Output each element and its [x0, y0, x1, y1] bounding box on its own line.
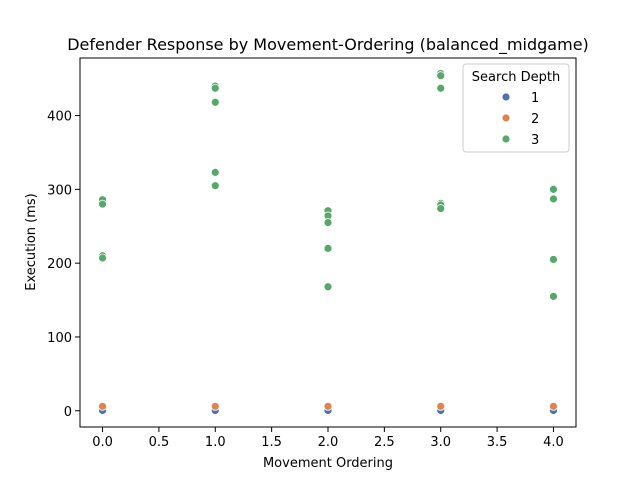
data-point	[98, 253, 107, 263]
x-tick-label: 4.0	[543, 435, 564, 450]
x-tick-label: 1.5	[261, 435, 282, 450]
data-point	[210, 401, 220, 411]
data-point	[436, 401, 446, 411]
x-axis-label: Movement Ordering	[263, 456, 393, 471]
legend-box	[462, 63, 570, 153]
plot-area: 0.0 0.5 1.0 1.5 2.0 2.5 3.0 3.5 4.0 0 100 200 300 400	[47, 57, 577, 450]
data-point	[549, 401, 558, 411]
data-point	[549, 255, 558, 264]
data-point	[549, 194, 558, 204]
series-2	[98, 401, 558, 411]
data-point	[210, 167, 220, 177]
series-3	[98, 69, 558, 301]
legend-marker	[501, 113, 511, 123]
x-tick-label: 3.5	[487, 435, 508, 450]
x-tick-label: 1.0	[205, 435, 226, 450]
x-tick-label: 2.0	[318, 435, 339, 450]
data-point	[323, 244, 333, 253]
y-tick-label: 300	[47, 183, 72, 198]
y-tick-label: 400	[47, 110, 72, 125]
x-tick-label: 2.5	[374, 435, 395, 450]
legend-label: 3	[531, 133, 539, 148]
y-tick-label: 100	[47, 331, 72, 346]
x-tick-label: 3.0	[430, 435, 451, 450]
y-axis-label: Execution (ms)	[24, 193, 39, 291]
data-point	[98, 199, 107, 209]
chart-title: Defender Response by Movement-Ordering (…	[67, 35, 589, 55]
data-point	[210, 97, 220, 107]
data-point	[549, 184, 558, 194]
data-point	[436, 71, 446, 81]
legend-marker	[501, 92, 511, 102]
x-tick-label: 0.0	[92, 435, 113, 450]
data-point	[323, 218, 333, 227]
data-point	[210, 181, 220, 191]
data-point	[98, 401, 107, 411]
legend-label: 2	[531, 112, 539, 127]
data-point	[323, 282, 333, 292]
legend-label: 1	[531, 91, 539, 106]
data-point	[436, 83, 446, 93]
x-tick-label: 0.5	[149, 435, 170, 450]
legend: Search Depth 1 2 3	[462, 63, 570, 153]
data-point	[549, 291, 558, 301]
y-tick-label: 0	[64, 405, 72, 420]
data-point	[436, 204, 446, 213]
y-tick-label: 200	[47, 257, 72, 272]
data-point	[210, 83, 220, 93]
data-point	[323, 401, 333, 411]
legend-title: Search Depth	[472, 70, 560, 85]
legend-marker	[501, 134, 511, 144]
